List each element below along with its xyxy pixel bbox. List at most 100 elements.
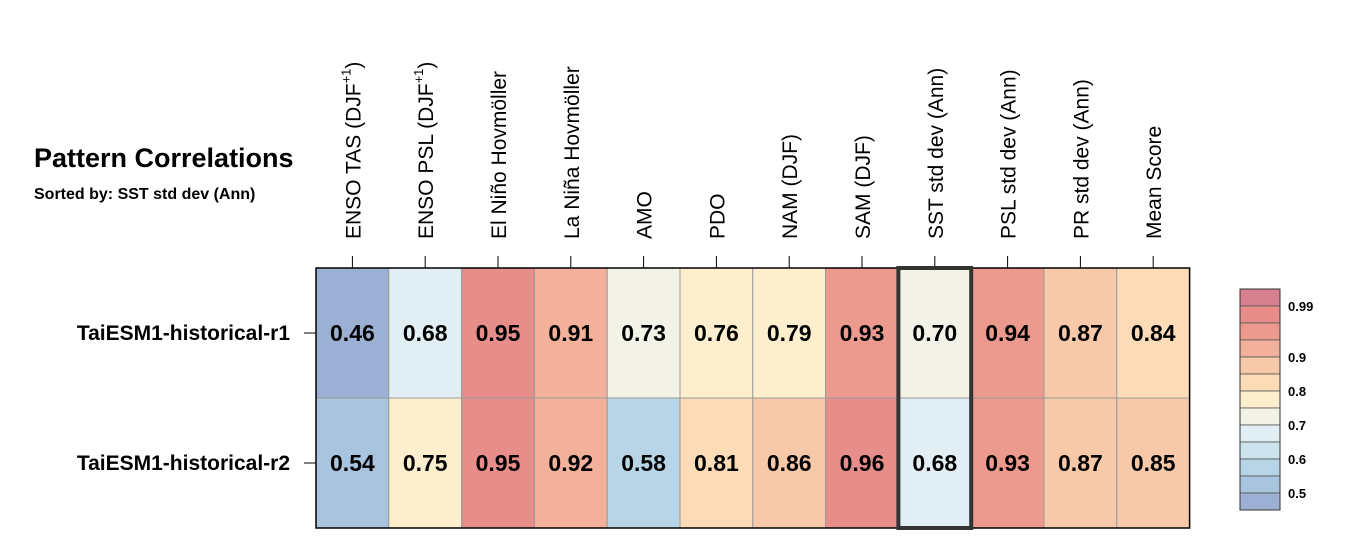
column-label: PR std dev (Ann) <box>1070 79 1093 239</box>
column-label-superscript: +1 <box>411 69 426 84</box>
column-label-suffix: ) <box>415 62 438 69</box>
column-labels: ENSO TAS (DJF+1)ENSO PSL (DJF+1)El Niño … <box>338 62 1166 239</box>
column-label: ENSO TAS (DJF+1) <box>338 62 365 239</box>
colorbar-bin <box>1239 492 1281 511</box>
colorbar-bin <box>1239 390 1281 409</box>
cell-value: 0.84 <box>1131 320 1176 346</box>
row-labels: TaiESM1-historical-r1 TaiESM1-historical-… <box>77 322 290 475</box>
colorbar-bin <box>1239 458 1281 477</box>
heatmap-cell <box>825 397 899 529</box>
column-label: SST std dev (Ann) <box>925 68 948 239</box>
colorbar-tick-label: 0.5 <box>1288 486 1306 501</box>
colorbar-bin <box>1239 305 1281 324</box>
colorbar-bin <box>1239 288 1281 307</box>
column-label-suffix: ) <box>342 62 365 69</box>
heatmap-cell <box>970 267 1045 399</box>
colorbar-bin <box>1239 322 1281 341</box>
colorbar-bin <box>1239 441 1281 460</box>
column-label: La Niña Hovmöller <box>561 66 584 239</box>
heatmap-cell <box>315 267 390 399</box>
cell-value: 0.76 <box>694 320 739 346</box>
column-label-text: Mean Score <box>1143 126 1166 239</box>
cell-value: 0.94 <box>985 320 1030 346</box>
cell-value: 0.58 <box>621 450 666 476</box>
colorbar-tick-label: 0.7 <box>1288 418 1306 433</box>
cell-value: 0.85 <box>1131 450 1176 476</box>
chart-title: Pattern Correlations <box>34 143 294 173</box>
cell-value: 0.81 <box>694 450 739 476</box>
axis-ticks <box>304 256 1154 464</box>
column-label-text: ENSO PSL (DJF <box>415 83 438 239</box>
column-label-text: AMO <box>634 191 657 239</box>
row-label: TaiESM1-historical-r1 <box>77 322 290 345</box>
cell-value: 0.54 <box>330 450 375 476</box>
cell-value: 0.46 <box>330 320 375 346</box>
heatmap-cell <box>606 267 681 399</box>
column-label: PDO <box>706 193 729 239</box>
heatmap-cells: 0.46 0.68 0.95 0.91 0.73 0.76 0.79 0.93 0.70 0.94… <box>315 267 1191 529</box>
colorbar-tick-label: 0.99 <box>1288 299 1313 314</box>
column-label-text: PSL std dev (Ann) <box>998 69 1021 239</box>
colorbar-bin <box>1239 475 1281 494</box>
heatmap-cell <box>897 397 972 529</box>
colorbar-bin <box>1239 356 1281 375</box>
heatmap-cell <box>315 397 390 529</box>
column-label: El Niño Hovmöller <box>488 71 511 239</box>
column-label-text: NAM (DJF) <box>779 134 802 239</box>
heatmap-frame <box>315 267 1191 529</box>
cell-value: 0.93 <box>985 450 1030 476</box>
heatmap-cell <box>388 267 463 399</box>
column-label-text: El Niño Hovmöller <box>488 71 511 239</box>
colorbar-bin <box>1239 407 1281 426</box>
column-label: AMO <box>634 191 657 239</box>
column-label: Mean Score <box>1143 126 1166 239</box>
heatmap-cell <box>1043 397 1118 529</box>
cell-value: 0.87 <box>1058 450 1103 476</box>
chart-subtitle: Sorted by: SST std dev (Ann) <box>34 186 255 203</box>
heatmap-cell <box>1116 267 1191 399</box>
cell-value: 0.73 <box>621 320 666 346</box>
colorbar-tick-label: 0.9 <box>1288 350 1306 365</box>
heatmap-cell <box>461 397 535 529</box>
colorbar-frame <box>1239 288 1281 511</box>
column-label: PSL std dev (Ann) <box>998 69 1021 239</box>
column-label: NAM (DJF) <box>779 134 802 239</box>
column-label-text: PR std dev (Ann) <box>1070 79 1093 239</box>
row-label: TaiESM1-historical-r2 <box>77 452 290 475</box>
column-label-text: ENSO TAS (DJF <box>342 83 365 239</box>
cell-value: 0.79 <box>767 320 812 346</box>
sorted-column-highlight <box>896 266 974 530</box>
heatmap-cell <box>606 397 681 529</box>
heatmap-cell <box>970 397 1045 529</box>
heatmap-cell <box>533 267 608 399</box>
column-label-text: PDO <box>706 193 729 239</box>
cell-value: 0.75 <box>403 450 448 476</box>
cell-value: 0.93 <box>840 320 885 346</box>
heatmap-cell <box>388 397 463 529</box>
cell-value: 0.95 <box>476 320 521 346</box>
cell-value: 0.87 <box>1058 320 1103 346</box>
colorbar-bin <box>1239 339 1281 358</box>
colorbar-bin <box>1239 424 1281 443</box>
cell-value: 0.96 <box>840 450 885 476</box>
column-label-superscript: +1 <box>338 69 353 84</box>
cell-value: 0.86 <box>767 450 812 476</box>
heatmap-cell <box>533 397 608 529</box>
column-label-text: SAM (DJF) <box>852 135 875 239</box>
cell-value: 0.92 <box>548 450 593 476</box>
cell-value: 0.91 <box>548 320 593 346</box>
heatmap-cell <box>679 397 754 529</box>
colorbar-tick-label: 0.8 <box>1288 384 1306 399</box>
heatmap-cell <box>679 267 754 399</box>
cell-value: 0.68 <box>912 450 957 476</box>
cell-value: 0.68 <box>403 320 448 346</box>
colorbar-bin <box>1239 373 1281 392</box>
cell-value: 0.95 <box>476 450 521 476</box>
heatmap-cell <box>752 397 827 529</box>
column-label: SAM (DJF) <box>852 135 875 239</box>
column-label-text: La Niña Hovmöller <box>561 66 584 239</box>
colorbar-tick-label: 0.6 <box>1288 452 1306 467</box>
cell-value: 0.70 <box>912 320 957 346</box>
column-label: ENSO PSL (DJF+1) <box>411 62 438 239</box>
